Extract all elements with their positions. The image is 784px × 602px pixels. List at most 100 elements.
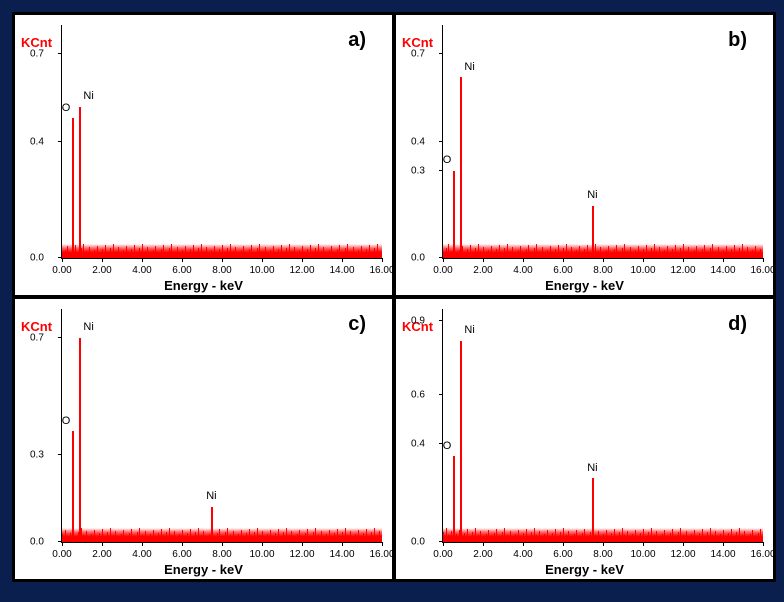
noise-spike [488,250,489,258]
noise-spike [89,247,90,258]
noise-spike [137,252,138,258]
x-tick-mark [443,542,444,546]
noise-spike [667,246,668,258]
spectrum-peak [460,77,462,258]
x-tick-mark [182,542,183,546]
noise-spike [369,245,370,258]
noise-spike [171,535,172,542]
noise-spike [728,253,729,258]
noise-spike [472,252,473,258]
noise-spike [121,254,122,258]
y-tick-label: 0.7 [30,49,44,60]
x-tick-label: 2.00 [473,265,492,276]
x-tick-mark [62,542,63,546]
x-tick-mark [342,542,343,546]
y-tick-label: 0.0 [411,537,425,548]
x-tick-mark [102,258,103,262]
noise-spike [480,531,481,542]
noise-spike [483,247,484,258]
noise-spike [747,538,748,542]
spectrum-peak [79,107,81,258]
y-tick-label: 0.4 [411,438,425,449]
noise-spike [758,253,759,258]
noise-spike [726,537,727,542]
noise-spike [273,537,274,542]
noise-spike [307,249,308,258]
noise-spike [318,535,319,542]
spectrum-peak [592,478,594,542]
noise-spike [755,246,756,258]
noise-spike [547,530,548,542]
noise-spike [107,252,108,258]
noise-spike [539,531,540,542]
x-tick-label: 8.00 [593,265,612,276]
noise-spike [696,246,697,258]
y-tick-label: 0.0 [411,253,425,264]
noise-spike [603,254,604,258]
noise-spike [760,529,761,542]
noise-spike [270,530,271,542]
noise-spike [283,532,284,542]
noise-spike [736,252,737,258]
noise-spike [686,251,687,258]
noise-spike [249,529,250,542]
noise-spike [203,251,204,258]
y-tick-mark [439,141,443,142]
x-tick-label: 8.00 [593,549,612,560]
noise-spike [70,533,71,542]
x-tick-mark [683,542,684,546]
noise-spike [153,530,154,542]
noise-spike [526,529,527,542]
noise-spike [720,254,721,258]
x-tick-mark [262,542,263,546]
y-tick-label: 0.6 [411,389,425,400]
noise-spike [110,528,111,542]
x-tick-label: 16.00 [750,549,775,560]
noise-spike [126,537,127,542]
noise-spike [289,535,290,542]
noise-spike [195,252,196,258]
x-tick-label: 0.00 [433,265,452,276]
noise-spike [123,530,124,542]
noise-spike [201,244,202,258]
noise-spike [169,248,170,258]
noise-spike [651,248,652,258]
noise-spike [286,248,287,258]
noise-spike [267,254,268,258]
noise-spike [496,529,497,542]
noise-spike [326,254,327,258]
noise-spike [488,530,489,542]
noise-spike [115,251,116,258]
noise-spike [683,244,684,258]
noise-spike [219,249,220,258]
noise-spike [614,529,615,542]
noise-spike [606,250,607,258]
x-tick-mark [723,258,724,262]
noise-spike [726,246,727,258]
noise-spike [299,250,300,258]
noise-spike [475,528,476,542]
x-tick-label: 6.00 [553,549,572,560]
noise-spike [608,246,609,258]
noise-spike [379,251,380,258]
noise-spike [377,244,378,258]
noise-spike [686,531,687,542]
noise-spike [350,531,351,542]
x-tick-label: 4.00 [132,265,151,276]
y-tick-label: 0.3 [411,165,425,176]
noise-spike [734,536,735,542]
noise-spike [752,250,753,258]
noise-spike [739,248,740,258]
noise-spike [688,247,689,258]
noise-spike [702,249,703,258]
noise-spike [115,531,116,542]
x-tick-label: 12.00 [289,549,314,560]
noise-spike [710,248,711,258]
noise-spike [643,529,644,542]
plot-area-a: 0.002.004.006.008.0010.0012.0014.0016.00… [61,25,382,259]
y-tick-label: 0.9 [411,316,425,327]
x-tick-label: 0.00 [52,549,71,560]
noise-spike [675,245,676,258]
noise-spike [238,534,239,542]
noise-spike [334,253,335,258]
